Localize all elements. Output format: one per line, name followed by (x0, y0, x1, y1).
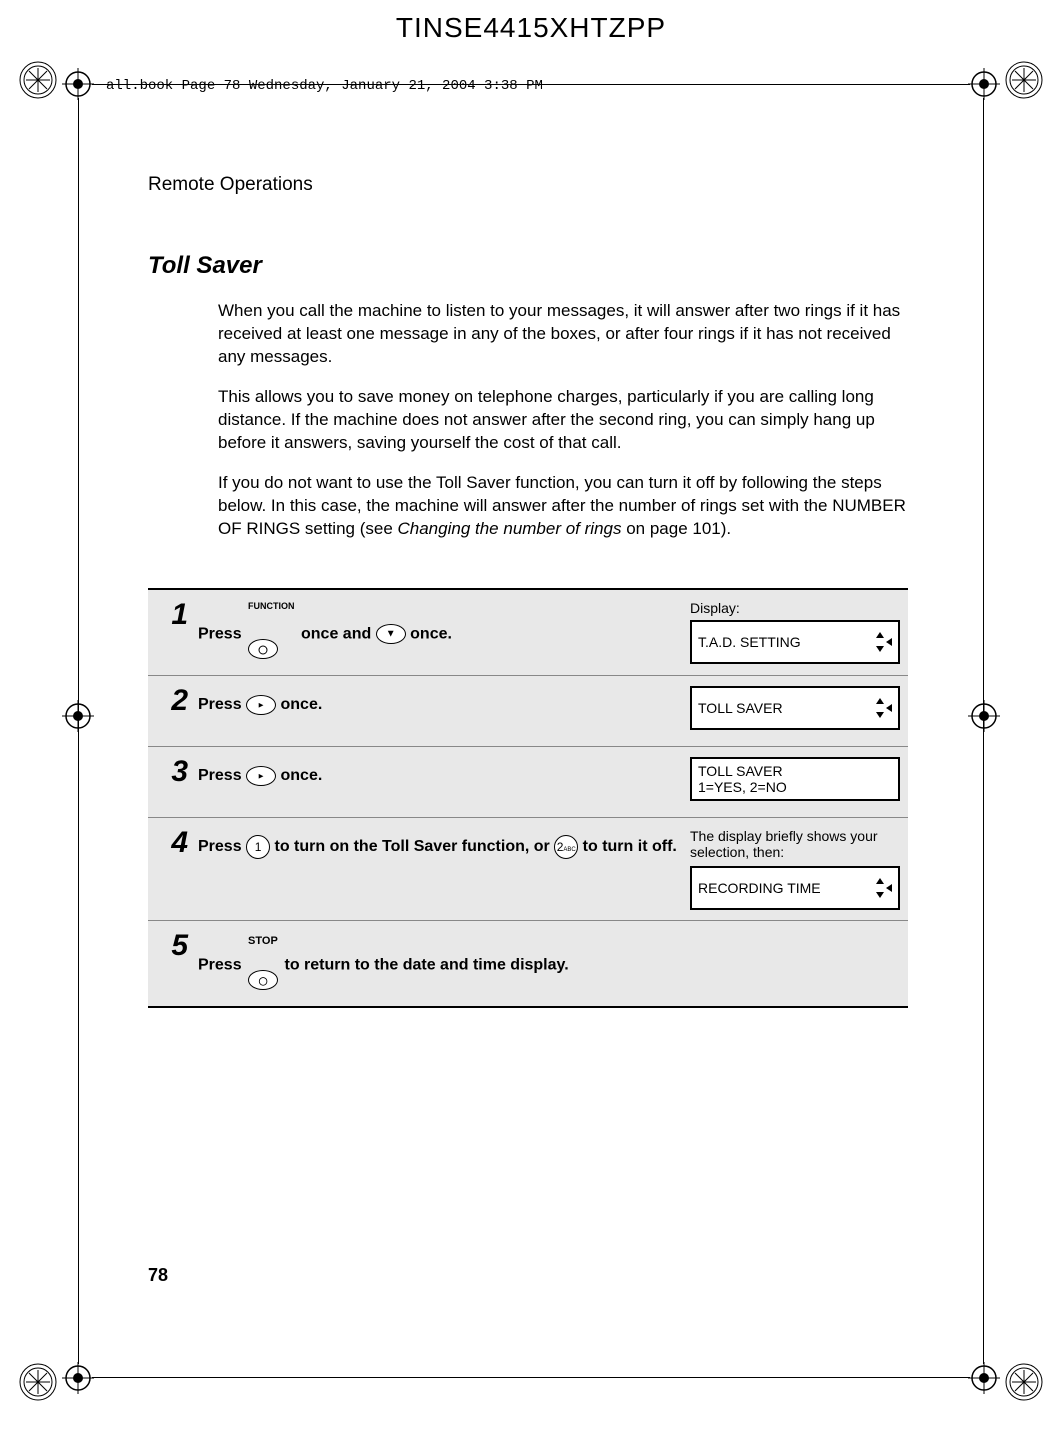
display-text: TOLL SAVER (698, 763, 892, 779)
step-number: 2 (148, 686, 198, 716)
step-number: 1 (148, 600, 198, 630)
function-label: FUNCTION (248, 598, 295, 615)
step-instruction: Press FUNCTION once and once. (198, 600, 690, 665)
screw-icon (1004, 1362, 1044, 1402)
nav-arrows-icon (874, 630, 892, 654)
screw-icon (18, 1362, 58, 1402)
key-2-icon: 2ABC (554, 835, 578, 859)
key-sub: ABC (563, 847, 575, 853)
step-number: 4 (148, 828, 198, 858)
right-key-icon (246, 766, 276, 786)
crop-mark-icon (968, 68, 1000, 100)
step-number: 5 (148, 931, 198, 961)
paragraph: If you do not want to use the Toll Saver… (218, 472, 906, 541)
display-column: TOLL SAVER (690, 686, 900, 730)
step-instruction: Press STOP to return to the date and tim… (198, 931, 900, 996)
display-note: The display briefly shows your selection… (690, 828, 900, 860)
stop-label: STOP (248, 931, 278, 952)
stop-key-icon: STOP (248, 935, 278, 996)
lcd-display: T.A.D. SETTING (690, 620, 900, 664)
section-title: Remote Operations (148, 174, 313, 196)
screw-icon (18, 60, 58, 100)
lcd-display: TOLL SAVER 1=YES, 2=NO (690, 757, 900, 801)
display-text: T.A.D. SETTING (698, 634, 801, 650)
display-text: RECORDING TIME (698, 880, 821, 896)
function-key-icon: FUNCTION (248, 604, 295, 665)
step-instruction: Press once. (198, 686, 690, 720)
text: Press (198, 767, 246, 784)
steps-table: 1 Press FUNCTION once and once. Display:… (148, 588, 908, 1008)
step-row: 2 Press once. TOLL SAVER (148, 675, 908, 746)
display-text: TOLL SAVER (698, 700, 783, 716)
crop-mark-icon (968, 1362, 1000, 1394)
text-italic: Changing the number of rings (398, 519, 622, 538)
key-1-icon: 1 (246, 835, 270, 859)
step-row: 1 Press FUNCTION once and once. Display:… (148, 588, 908, 675)
text: Press (198, 696, 246, 713)
nav-arrows-icon (874, 876, 892, 900)
screw-icon (1004, 60, 1044, 100)
text: to turn on the Toll Saver function, or (275, 838, 555, 855)
paragraph: This allows you to save money on telepho… (218, 386, 906, 455)
text: once. (410, 626, 452, 643)
text: on page 101). (621, 519, 731, 538)
display-column: Display: T.A.D. SETTING (690, 600, 900, 664)
text: to return to the date and time display. (285, 956, 569, 973)
step-instruction: Press once. (198, 757, 690, 791)
crop-mark-icon (62, 1362, 94, 1394)
book-info: all.book Page 78 Wednesday, January 21, … (106, 78, 543, 94)
text: to turn it off. (583, 838, 677, 855)
page-number: 78 (148, 1265, 168, 1286)
heading-toll-saver: Toll Saver (148, 252, 262, 280)
step-row: 3 Press once. TOLL SAVER 1=YES, 2=NO (148, 746, 908, 817)
text: once. (281, 767, 323, 784)
text: Press (198, 838, 246, 855)
display-text: 1=YES, 2=NO (698, 779, 892, 795)
display-column: The display briefly shows your selection… (690, 828, 900, 910)
display-label: Display: (690, 600, 900, 616)
lcd-display: TOLL SAVER (690, 686, 900, 730)
crop-line (92, 1377, 970, 1378)
right-key-icon (246, 695, 276, 715)
step-row: 4 Press 1 to turn on the Toll Saver func… (148, 817, 908, 920)
paragraph: When you call the machine to listen to y… (218, 300, 906, 369)
step-instruction: Press 1 to turn on the Toll Saver functi… (198, 828, 690, 862)
nav-arrows-icon (874, 696, 892, 720)
step-row: 5 Press STOP to return to the date and t… (148, 920, 908, 1008)
crop-mark-icon (62, 68, 94, 100)
step-number: 3 (148, 757, 198, 787)
display-column: TOLL SAVER 1=YES, 2=NO (690, 757, 900, 801)
document-code: TINSE4415XHTZPP (0, 12, 1062, 44)
text: once and (301, 626, 376, 643)
text: once. (281, 696, 323, 713)
text: Press (198, 956, 246, 973)
crop-line (78, 98, 79, 1364)
text: Press (198, 626, 246, 643)
lcd-display: RECORDING TIME (690, 866, 900, 910)
crop-line (983, 98, 984, 1364)
down-key-icon (376, 624, 406, 644)
crop-mark-icon (968, 700, 1000, 732)
